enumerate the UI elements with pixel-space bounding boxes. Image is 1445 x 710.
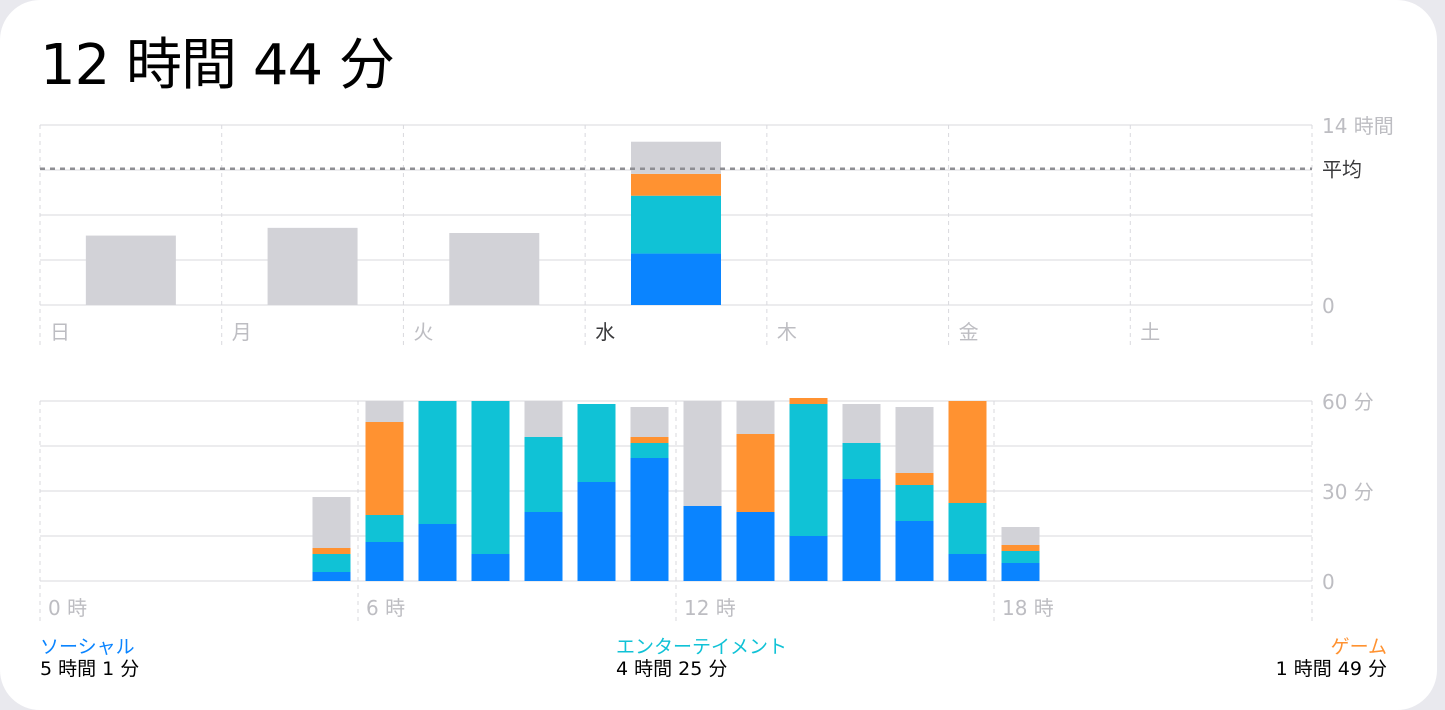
hourly-bar-other [736, 401, 775, 434]
legend-entertainment[interactable]: エンターテイメント 4 時間 25 分 [616, 636, 787, 680]
hourly-xtick-label: 18 時 [1002, 596, 1054, 620]
weekly-day-label: 月 [232, 320, 252, 344]
hourly-bar-other [683, 401, 722, 506]
hourly-bar-social [418, 524, 457, 581]
weekly-bar-other [449, 233, 540, 305]
weekly-bar-entertainment [631, 195, 721, 254]
hourly-bar-social [577, 482, 616, 581]
hourly-bar-social [895, 521, 934, 581]
hourly-ytick-mid: 30 分 [1322, 480, 1374, 504]
hourly-bar-entertainment [312, 554, 351, 572]
hourly-ytick-max: 60 分 [1322, 390, 1374, 414]
hourly-bar-other [524, 401, 563, 437]
hourly-bar-social [842, 479, 881, 581]
weekly-day-label: 水 [595, 320, 615, 344]
hourly-ytick-zero: 0 [1322, 570, 1335, 594]
hourly-bar-social [365, 542, 404, 581]
weekly-ytick-zero: 0 [1322, 294, 1335, 318]
weekly-bar-other [267, 227, 358, 305]
hourly-bar-entertainment [630, 443, 669, 458]
legend-entertainment-name: エンターテイメント [616, 636, 788, 658]
legend-social-time: 5 時間 1 分 [40, 658, 140, 680]
hourly-bar-other [312, 497, 351, 548]
weekly-day-label: 木 [777, 320, 797, 344]
hourly-bar-entertainment [365, 515, 404, 542]
hourly-bar-social [948, 554, 987, 581]
total-time: 12 時間 44 分 [40, 33, 395, 98]
weekly-bar-other [631, 141, 721, 174]
hourly-bar-entertainment [577, 404, 616, 482]
hourly-bar-social [736, 512, 775, 581]
weekly-bar-game [631, 173, 721, 196]
hourly-bar-social [1001, 563, 1040, 581]
weekly-day-label: 土 [1140, 320, 1160, 344]
hourly-bar-social [630, 458, 669, 581]
hourly-bar-game [948, 401, 987, 503]
hourly-bar-social [524, 512, 563, 581]
hourly-bar-entertainment [418, 401, 457, 524]
hourly-bar-other [842, 404, 881, 443]
hourly-bar-game [895, 473, 934, 485]
weekly-day-label: 金 [959, 320, 979, 344]
legend-game-name: ゲーム [1330, 636, 1387, 658]
weekly-ytick-max: 14 時間 [1322, 114, 1394, 138]
hourly-xtick-label: 0 時 [48, 596, 87, 620]
hourly-bar-social [683, 506, 722, 581]
hourly-bar-entertainment [789, 404, 828, 536]
hourly-bar-social [789, 536, 828, 581]
legend-social[interactable]: ソーシャル 5 時間 1 分 [40, 636, 139, 680]
legend-social-name: ソーシャル [40, 636, 135, 658]
weekly-bar-other [85, 235, 176, 305]
hourly-bar-entertainment [948, 503, 987, 554]
weekly-bar-social [631, 253, 721, 305]
hourly-bar-game [312, 548, 351, 554]
hourly-bar-entertainment [842, 443, 881, 479]
hourly-bar-social [312, 572, 351, 581]
hourly-bar-other [630, 407, 669, 437]
weekly-day-label: 日 [50, 320, 70, 344]
hourly-bar-other [1001, 527, 1040, 545]
weekly-day-label: 火 [413, 320, 433, 344]
legend-game[interactable]: ゲーム 1 時間 49 分 [1276, 636, 1387, 680]
hourly-bar-game [365, 422, 404, 515]
hourly-bar-game [736, 434, 775, 512]
hourly-bar-game [789, 398, 828, 404]
hourly-bar-entertainment [1001, 551, 1040, 563]
hourly-xtick-label: 6 時 [366, 596, 405, 620]
hourly-xtick-label: 12 時 [684, 596, 736, 620]
hourly-bar-social [471, 554, 510, 581]
hourly-bar-entertainment [895, 485, 934, 521]
hourly-bar-game [630, 437, 669, 443]
legend-entertainment-time: 4 時間 25 分 [616, 658, 728, 680]
hourly-bar-entertainment [471, 401, 510, 554]
hourly-bar-other [895, 407, 934, 473]
hourly-bar-game [1001, 545, 1040, 551]
legend-game-time: 1 時間 49 分 [1275, 658, 1387, 680]
hourly-bar-other [365, 401, 404, 422]
weekly-ytick-average: 平均 [1322, 158, 1362, 182]
hourly-bar-entertainment [524, 437, 563, 512]
